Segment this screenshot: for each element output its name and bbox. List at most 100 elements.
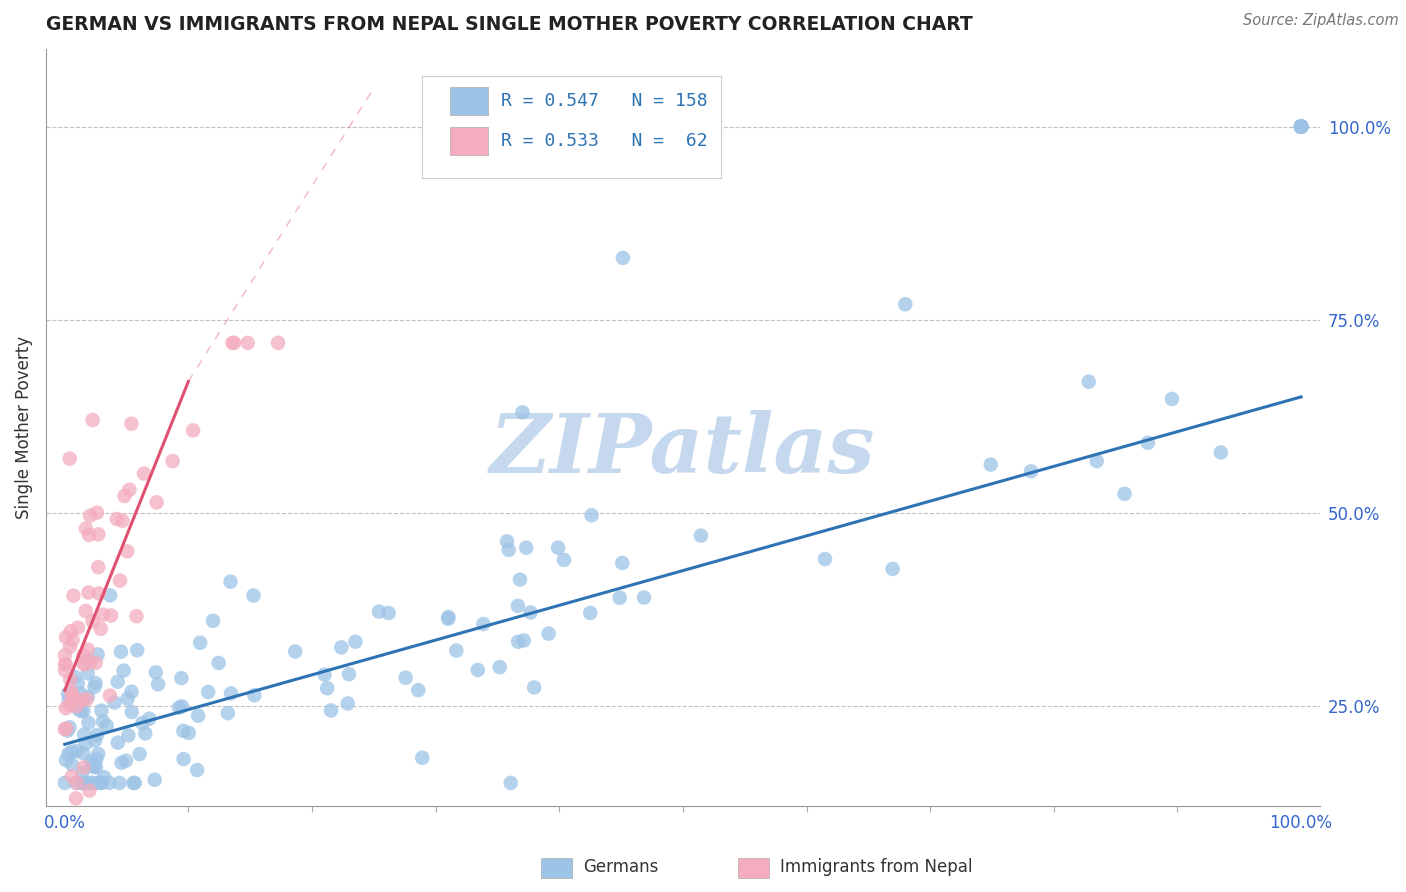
Point [80, 759, 103, 773]
Point [98, 689, 121, 703]
Point [172, 723, 194, 738]
Point [437, 612, 460, 626]
Point [394, 671, 416, 685]
Point [79, 783, 101, 797]
Point [90, 704, 112, 718]
Text: Immigrants from Nepal: Immigrants from Nepal [780, 858, 973, 876]
Point [173, 752, 195, 766]
Point [73, 727, 96, 741]
Point [86, 648, 108, 662]
Point [82, 776, 104, 790]
Point [446, 643, 468, 657]
Point [221, 335, 243, 350]
Point [65, 744, 87, 758]
Point [65, 791, 87, 805]
Point [506, 599, 529, 613]
Point [515, 541, 537, 555]
Point [1019, 464, 1042, 478]
Point [1289, 120, 1312, 134]
Point [108, 776, 131, 790]
Point [217, 706, 239, 720]
Point [207, 656, 229, 670]
Point [73, 760, 96, 774]
Point [117, 691, 139, 706]
Point [377, 606, 399, 620]
Point [76, 653, 98, 667]
Point [167, 700, 190, 714]
Point [72, 776, 94, 790]
Point [894, 297, 917, 311]
Point [496, 534, 519, 549]
Point [53, 657, 76, 672]
Point [579, 606, 602, 620]
Point [146, 677, 169, 691]
Point [98, 588, 121, 602]
Point [267, 335, 290, 350]
Point [1077, 375, 1099, 389]
Point [63, 670, 86, 684]
Point [59, 673, 82, 687]
Point [56, 723, 79, 738]
Point [86, 506, 108, 520]
FancyBboxPatch shape [422, 76, 721, 178]
Point [122, 776, 145, 790]
Point [86, 728, 108, 742]
Point [70, 776, 93, 790]
Point [134, 726, 156, 740]
Point [66, 677, 89, 691]
Point [337, 667, 360, 681]
Point [76, 642, 98, 657]
Point [1085, 454, 1108, 468]
Point [1289, 120, 1312, 134]
Point [336, 697, 359, 711]
Point [1289, 120, 1312, 134]
Point [1289, 120, 1312, 134]
Point [60, 757, 83, 772]
Point [1161, 392, 1184, 406]
Point [62, 632, 84, 647]
Point [96, 719, 118, 733]
Point [316, 681, 339, 696]
Point [76, 666, 98, 681]
Point [633, 591, 655, 605]
Point [1289, 120, 1312, 134]
Point [58, 720, 80, 734]
Point [121, 684, 143, 698]
Point [77, 528, 100, 542]
Point [145, 665, 167, 680]
Point [84, 760, 107, 774]
Point [219, 686, 242, 700]
Point [519, 606, 541, 620]
Point [110, 645, 132, 659]
Point [62, 690, 84, 705]
Point [197, 685, 219, 699]
Point [124, 776, 146, 790]
Point [87, 560, 110, 574]
Point [87, 586, 110, 600]
Point [55, 630, 77, 644]
Point [90, 776, 112, 790]
Point [69, 704, 91, 718]
Point [60, 685, 83, 699]
Point [83, 680, 105, 694]
Point [513, 633, 536, 648]
Point [131, 716, 153, 731]
Point [1289, 120, 1312, 134]
Point [344, 634, 367, 648]
Point [114, 489, 136, 503]
Point [437, 610, 460, 624]
Point [69, 686, 91, 700]
Point [53, 664, 76, 678]
Point [75, 522, 97, 536]
Text: Germans: Germans [583, 858, 659, 876]
Text: GERMAN VS IMMIGRANTS FROM NEPAL SINGLE MOTHER POVERTY CORRELATION CHART: GERMAN VS IMMIGRANTS FROM NEPAL SINGLE M… [46, 15, 973, 34]
Point [170, 671, 193, 685]
Point [1289, 120, 1312, 134]
Point [83, 760, 105, 774]
Point [77, 715, 100, 730]
Point [506, 634, 529, 648]
Point [319, 703, 342, 717]
Point [242, 589, 264, 603]
Point [75, 776, 97, 790]
Point [609, 591, 631, 605]
